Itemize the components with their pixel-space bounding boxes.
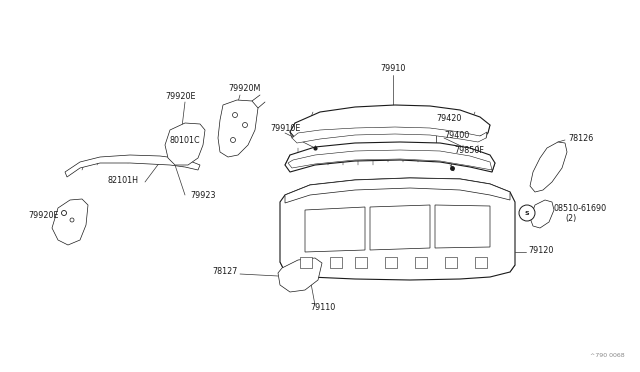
- Polygon shape: [52, 199, 88, 245]
- Circle shape: [70, 218, 74, 222]
- Text: 82101H: 82101H: [108, 176, 139, 185]
- Text: 79400: 79400: [444, 131, 469, 140]
- Polygon shape: [475, 257, 487, 268]
- Polygon shape: [290, 105, 490, 138]
- Polygon shape: [280, 178, 515, 280]
- Polygon shape: [165, 123, 205, 165]
- Circle shape: [230, 138, 236, 142]
- Polygon shape: [435, 205, 490, 248]
- Text: (2): (2): [565, 214, 576, 222]
- Circle shape: [61, 211, 67, 215]
- Text: 78127: 78127: [212, 267, 238, 276]
- Text: 79110: 79110: [310, 304, 335, 312]
- Polygon shape: [300, 257, 312, 268]
- Text: 79910: 79910: [380, 64, 406, 73]
- Text: 79920E: 79920E: [28, 211, 58, 219]
- Polygon shape: [385, 257, 397, 268]
- Text: 79120: 79120: [528, 246, 554, 254]
- Text: S: S: [525, 211, 529, 216]
- Text: 08510-61690: 08510-61690: [553, 203, 606, 212]
- Circle shape: [243, 122, 248, 128]
- Polygon shape: [65, 155, 200, 177]
- Polygon shape: [445, 257, 457, 268]
- Polygon shape: [415, 257, 427, 268]
- Polygon shape: [370, 205, 430, 250]
- Polygon shape: [292, 127, 487, 143]
- Polygon shape: [278, 258, 322, 292]
- Text: 79920M: 79920M: [228, 83, 260, 93]
- Text: ^790 0068: ^790 0068: [590, 353, 625, 358]
- Text: 79920E: 79920E: [165, 92, 195, 100]
- Text: 79850F: 79850F: [454, 145, 484, 154]
- Text: 79910E: 79910E: [270, 124, 300, 132]
- Polygon shape: [288, 150, 492, 170]
- Polygon shape: [218, 100, 258, 157]
- Circle shape: [232, 112, 237, 118]
- Text: 79420: 79420: [436, 113, 461, 122]
- Polygon shape: [355, 257, 367, 268]
- Polygon shape: [530, 142, 567, 192]
- Circle shape: [519, 205, 535, 221]
- Polygon shape: [285, 142, 495, 172]
- Text: 80101C: 80101C: [170, 135, 200, 144]
- Polygon shape: [285, 178, 510, 203]
- Text: 79923: 79923: [190, 190, 216, 199]
- Polygon shape: [305, 207, 365, 252]
- Polygon shape: [530, 200, 554, 228]
- Text: 78126: 78126: [568, 134, 593, 142]
- Polygon shape: [330, 257, 342, 268]
